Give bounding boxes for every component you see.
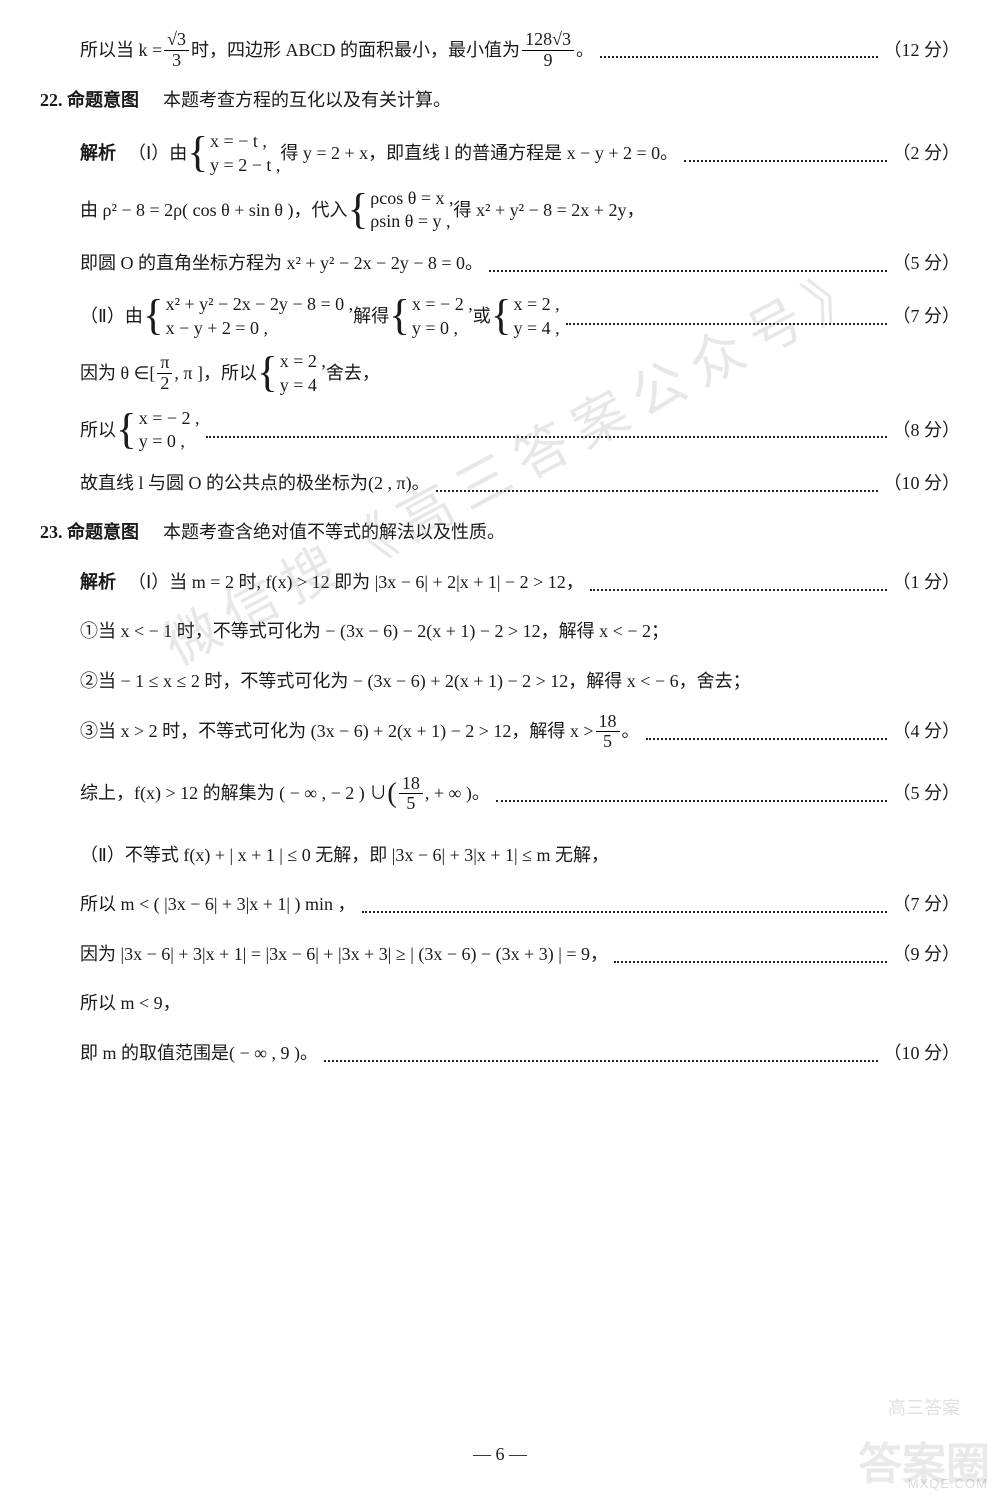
text: 所以当 k = <box>80 31 162 71</box>
frac-sqrt3-3: √3 3 <box>164 30 189 71</box>
text: 舍去， <box>326 354 380 394</box>
q22-step5: 因为 θ ∈ [ π 2 , π ]，所以 { x = 2 , y = 4 舍去… <box>40 350 960 397</box>
brace-B: { x = − 2 , y = 0 , <box>389 293 473 340</box>
score: （10 分） <box>884 464 961 504</box>
watermark-sub: 高三答案 <box>888 1394 960 1420</box>
q22-step1: 解析 （Ⅰ）由 { x = − t , y = 2 − t , 得 y = 2 … <box>40 130 960 177</box>
score: （8 分） <box>893 411 961 451</box>
text: 综上，f(x) > 12 的解集为 ( − ∞ , − 2 ) ∪ <box>80 774 387 814</box>
text: 所以 m < ( |3x − 6| + 3|x + 1| ) min ， <box>80 885 356 925</box>
leader-dots <box>684 145 886 161</box>
brace-cases: { ρcos θ = x , ρsin θ = y , <box>348 187 454 234</box>
leader-dots <box>489 255 886 271</box>
score: （1 分） <box>893 563 961 603</box>
page-number: — 6 — <box>0 1444 1000 1465</box>
leader-dots <box>614 946 886 962</box>
q22-label: 22. 命题意图 <box>40 81 139 121</box>
text: （Ⅱ）由 <box>80 297 143 337</box>
text: [ <box>149 354 155 394</box>
text: , + ∞ )。 <box>425 774 490 814</box>
q23-intent: 23. 命题意图 本题考查含绝对值不等式的解法以及性质。 <box>40 513 960 553</box>
q22-intent-text: 本题考查方程的互化以及有关计算。 <box>145 81 451 121</box>
q23-step4: ③当 x > 2 时，不等式可化为 (3x − 6) + 2(x + 1) − … <box>40 712 960 753</box>
q23-label: 23. 命题意图 <box>40 513 139 553</box>
text: 。 <box>622 712 640 752</box>
text: 所以 m < 9， <box>80 984 181 1024</box>
leader-dots <box>362 897 887 913</box>
q23-step9: 所以 m < 9， <box>40 984 960 1024</box>
q23-step5: 综上，f(x) > 12 的解集为 ( − ∞ , − 2 ) ∪ ( 18 5… <box>40 762 960 825</box>
score: （9 分） <box>893 935 961 975</box>
leader-dots <box>206 422 887 438</box>
frac-128sqrt3-9: 128√3 9 <box>522 30 574 71</box>
brace-C: { x = 2 , y = 4 , <box>491 293 560 340</box>
text: （Ⅱ）不等式 f(x) + | x + 1 | ≤ 0 无解，即 |3x − 6… <box>80 836 609 876</box>
text: 即圆 O 的直角坐标方程为 x² + y² − 2x − 2y − 8 = 0。 <box>80 244 483 284</box>
frac-18-5: 18 5 <box>596 712 620 753</box>
brace-cases: { x = − t , y = 2 − t , <box>187 130 280 177</box>
q23-step8: 因为 |3x − 6| + 3|x + 1| = |3x − 6| + |3x … <box>40 935 960 975</box>
leader-dots <box>600 42 878 58</box>
text: 因为 |3x − 6| + 3|x + 1| = |3x − 6| + |3x … <box>80 935 608 975</box>
q23-step2: ①当 x < − 1 时，不等式可化为 − (3x − 6) − 2(x + 1… <box>40 612 960 652</box>
text: 所以 <box>80 411 116 451</box>
label-analysis: 解析 <box>80 563 116 603</box>
brace-A: { x² + y² − 2x − 2y − 8 = 0 , x − y + 2 … <box>143 293 353 340</box>
score: （5 分） <box>893 774 961 814</box>
paren-left: ( <box>387 762 397 825</box>
leader-dots <box>496 786 887 802</box>
score: （10 分） <box>884 1034 961 1074</box>
text: ①当 x < − 1 时，不等式可化为 − (3x − 6) − 2(x + 1… <box>80 612 669 652</box>
q23-step10: 即 m 的取值范围是( − ∞ , 9 )。 （10 分） <box>40 1034 960 1074</box>
leader-dots <box>566 309 887 325</box>
q23-step6: （Ⅱ）不等式 f(x) + | x + 1 | ≤ 0 无解，即 |3x − 6… <box>40 836 960 876</box>
text: （Ⅰ）当 m = 2 时, f(x) > 12 即为 |3x − 6| + 2|… <box>128 563 584 603</box>
leader-dots <box>436 475 878 491</box>
text: 故直线 l 与圆 O 的公共点的极坐标为(2 , π)。 <box>80 464 430 504</box>
q22-step4: （Ⅱ）由 { x² + y² − 2x − 2y − 8 = 0 , x − y… <box>40 293 960 340</box>
text: 得 x² + y² − 8 = 2x + 2y， <box>454 191 645 231</box>
score: （7 分） <box>893 885 961 925</box>
text: 解得 <box>353 297 389 337</box>
q23-step1: 解析 （Ⅰ）当 m = 2 时, f(x) > 12 即为 |3x − 6| +… <box>40 563 960 603</box>
q23-step7: 所以 m < ( |3x − 6| + 3|x + 1| ) min ， （7 … <box>40 885 960 925</box>
frac-pi-2: π 2 <box>157 353 172 394</box>
q22-step2: 由 ρ² − 8 = 2ρ( cos θ + sin θ )，代入 { ρcos… <box>40 187 960 234</box>
score: （5 分） <box>893 244 961 284</box>
q21-conclusion: 所以当 k = √3 3 时，四边形 ABCD 的面积最小，最小值为 128√3… <box>40 30 960 71</box>
q23-step3: ②当 − 1 ≤ x ≤ 2 时，不等式可化为 − (3x − 6) + 2(x… <box>40 662 960 702</box>
label-analysis: 解析 <box>80 134 116 174</box>
text: （Ⅰ）由 <box>128 134 187 174</box>
text: 由 ρ² − 8 = 2ρ( cos θ + sin θ )，代入 <box>80 191 348 231</box>
text: , π ]，所以 <box>174 354 257 394</box>
text: 或 <box>473 297 491 337</box>
frac-18-5b: 18 5 <box>399 774 423 815</box>
brace-cases: { x = − 2 , y = 0 , <box>116 407 200 454</box>
text: 即 m 的取值范围是( − ∞ , 9 )。 <box>80 1034 318 1074</box>
q22-step6: 所以 { x = − 2 , y = 0 , （8 分） <box>40 407 960 454</box>
q22-step3: 即圆 O 的直角坐标方程为 x² + y² − 2x − 2y − 8 = 0。… <box>40 244 960 284</box>
q22-step7: 故直线 l 与圆 O 的公共点的极坐标为(2 , π)。 （10 分） <box>40 464 960 504</box>
score: （4 分） <box>893 712 961 752</box>
score: （12 分） <box>884 31 961 71</box>
score: （2 分） <box>893 134 961 174</box>
text: 。 <box>576 31 594 71</box>
leader-dots <box>646 724 887 740</box>
leader-dots <box>590 574 887 590</box>
q23-intent-text: 本题考查含绝对值不等式的解法以及性质。 <box>145 513 505 553</box>
text: 因为 θ ∈ <box>80 354 149 394</box>
q22-intent: 22. 命题意图 本题考查方程的互化以及有关计算。 <box>40 81 960 121</box>
leader-dots <box>324 1046 878 1062</box>
text: 得 y = 2 + x，即直线 l 的普通方程是 x − y + 2 = 0。 <box>280 134 678 174</box>
watermark-url: MXQE.COM <box>908 1476 988 1491</box>
brace-cases: { x = 2 , y = 4 <box>257 350 326 397</box>
text: ③当 x > 2 时，不等式可化为 (3x − 6) + 2(x + 1) − … <box>80 712 594 752</box>
text: 时，四边形 ABCD 的面积最小，最小值为 <box>191 31 520 71</box>
text: ②当 − 1 ≤ x ≤ 2 时，不等式可化为 − (3x − 6) + 2(x… <box>80 662 751 702</box>
score: （7 分） <box>893 297 961 337</box>
